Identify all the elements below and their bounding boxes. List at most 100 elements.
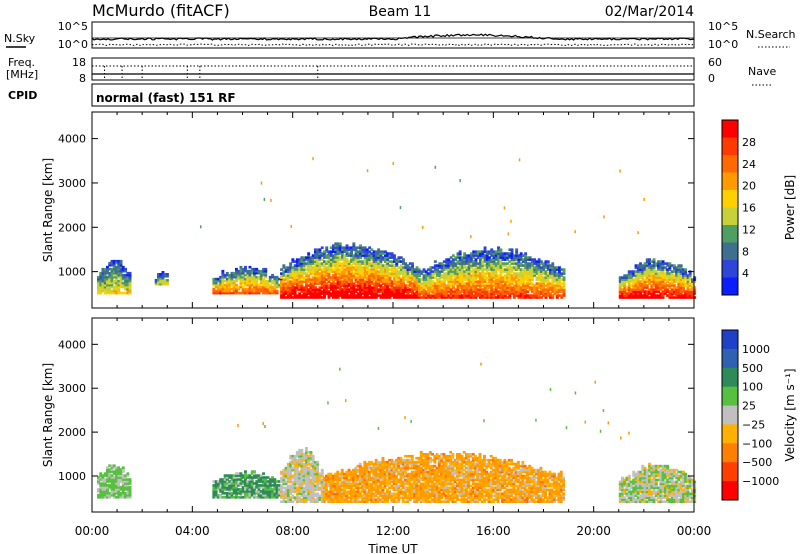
scatter-cell [661,294,665,297]
scatter-cell [392,474,396,478]
scatter-cell [666,288,670,291]
scatter-cell [381,458,385,462]
scatter-cell [338,258,342,261]
scatter-cell [259,285,263,289]
scatter-cell [467,278,471,281]
scatter-cell [325,262,329,265]
scatter-cell [316,460,320,464]
scatter-cell [463,292,467,295]
scatter-cell [248,490,252,493]
scatter-cell [386,266,390,269]
scatter-cell [338,250,342,253]
scatter-cell [345,296,349,299]
scatter-cell [349,486,353,490]
scatter-cell [309,482,313,486]
scatter-cell [406,288,410,291]
scatter-cell [476,252,480,255]
scatter-cell [340,494,344,497]
scatter-cell [406,268,410,271]
scatter-cell [343,288,347,291]
scatter-cell [212,492,216,495]
scatter-cell [286,274,290,277]
scatter-cell [483,292,487,295]
scatter-cell [661,266,665,269]
scatter-cell [544,290,548,293]
scatter-cell [334,496,337,499]
scatter-cell [318,480,322,484]
scatter-cell [237,490,241,493]
scatter-cell [295,453,299,456]
scatter-cell [350,286,353,289]
scatter-cell [347,284,351,287]
scatter-cell [316,474,320,478]
scatter-cell [286,496,290,499]
scatter-cell [250,289,254,293]
scatter-cell [641,288,645,291]
scatter-cell [228,484,232,487]
scatter-cell [268,287,272,291]
scatter-cell [476,282,480,285]
scatter-cell [232,275,236,279]
scatter-cell [361,482,364,486]
scatter-cell [372,294,376,297]
scatter-cell [246,494,250,497]
scatter-cell [377,288,381,291]
scatter-cell [219,275,223,279]
scatter-cell [395,294,399,297]
scatter-cell [302,278,306,281]
scatter-cell [406,274,410,277]
scatter-cell [648,258,651,261]
scatter-cell [420,282,424,285]
scatter-cell [413,292,417,295]
scatter-cell [365,474,369,478]
scatter-cell [365,266,369,269]
scatter-cell [280,472,283,476]
scatter-cell [241,269,245,273]
scatter-cell [97,281,100,285]
scatter-cell [549,282,552,285]
scatter-cell [108,267,112,271]
scatter-cell [641,270,645,273]
scatter-cell [232,478,236,481]
scatter-cell [661,280,665,283]
scatter-cell [106,494,109,497]
scatter-cell [286,290,290,293]
scatter-cell [528,262,532,265]
scatter-cell [302,453,306,456]
scatter-cell [246,279,250,283]
scatter-cell [291,474,295,478]
scatter-cell [286,268,290,271]
scatter-cell [388,278,392,281]
scatter-cell [379,276,383,279]
scatter-cell [110,468,114,471]
scatter-cell [235,271,238,275]
scatter-cell [108,271,112,275]
scatter-cell [277,490,281,493]
scatter-cell [361,292,365,295]
scatter-cell [329,258,333,261]
scatter-cell [418,278,421,281]
scatter-cell [350,258,353,261]
scatter-cell [302,486,306,490]
scatter-cell [381,462,385,466]
scatter-cell [643,292,647,295]
scatter-cell [318,478,322,482]
isolated-point [392,161,394,165]
scatter-cell [627,290,631,293]
scatter-cell [367,478,371,482]
scatter-cell [451,264,455,267]
scatter-cell [358,480,362,484]
scatter-cell [302,290,306,293]
scatter-cell [472,282,476,285]
scatter-cell [289,460,293,464]
scatter-cell [645,260,649,263]
scatter-cell [119,494,123,497]
scatter-cell [286,480,290,484]
scatter-cell [483,268,487,271]
scatter-cell [112,273,116,277]
scatter-cell [323,250,326,253]
scatter-cell [370,500,374,503]
scatter-cell [652,266,656,269]
scatter-cell [436,272,439,275]
scatter-cell [508,254,512,257]
